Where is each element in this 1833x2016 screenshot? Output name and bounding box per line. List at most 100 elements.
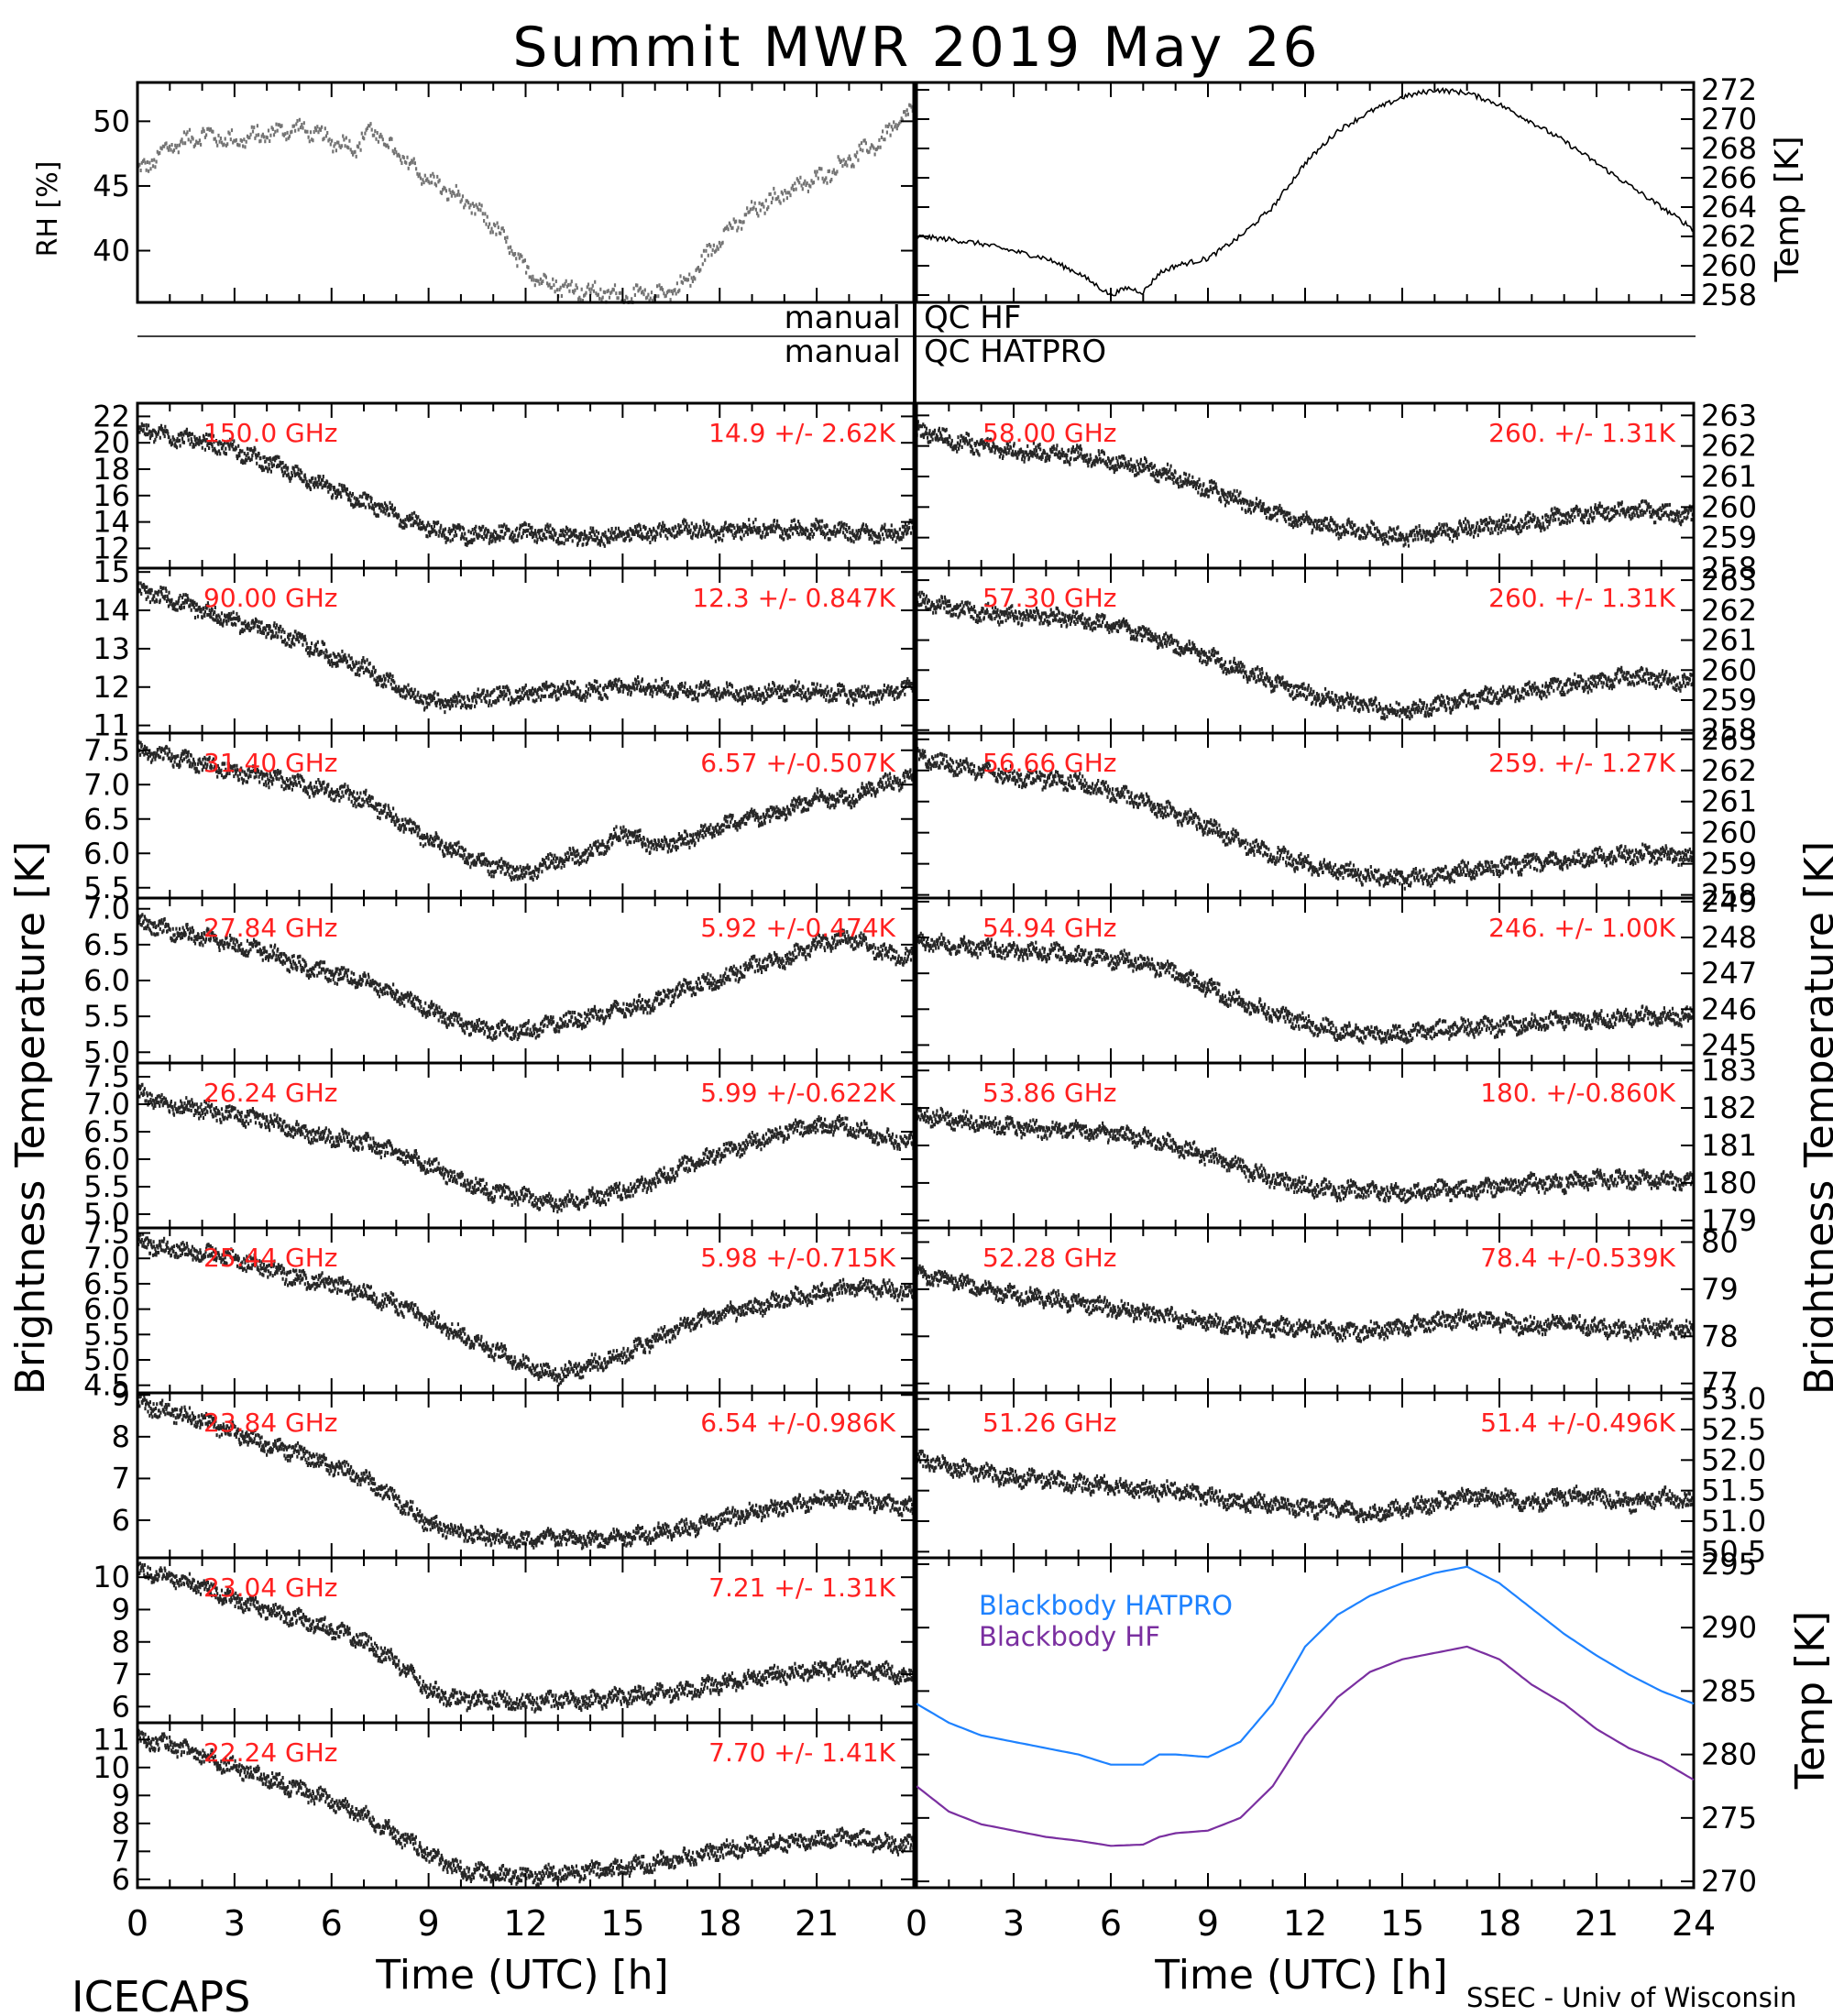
y-tick-label: 7 — [112, 1657, 130, 1692]
series-line-hf — [916, 1645, 1695, 1847]
y-tick-label: 258 — [1701, 878, 1757, 913]
y-tick-label: 262 — [1701, 753, 1757, 788]
y-tick-label: 20 — [93, 425, 130, 460]
y-tick-label: 6.5 — [83, 802, 130, 837]
y-tick-label: 51.5 — [1701, 1474, 1766, 1508]
channel-stat-label: 78.4 +/-0.539K — [1480, 1243, 1675, 1273]
channel-stat-label: 260. +/- 1.31K — [1488, 583, 1675, 613]
y-tick-label: 8 — [112, 1625, 130, 1660]
footer-left: ICECAPS — [71, 1972, 250, 2016]
channel-stat-label: 259. +/- 1.27K — [1488, 748, 1675, 778]
data-points — [136, 740, 916, 882]
y-tick-label: 260 — [1701, 816, 1757, 850]
data-points — [136, 1082, 916, 1214]
channel-stat-label: 14.9 +/- 2.62K — [708, 418, 895, 448]
y-tick-label: 6 — [112, 1689, 130, 1724]
footer-right: SSEC - Univ of Wisconsin — [1466, 1982, 1796, 2013]
channel-stat-label: 5.98 +/-0.715K — [700, 1243, 895, 1273]
qc-hf-label-right: QC HF — [924, 300, 1021, 336]
y-tick-label: 77 — [1701, 1366, 1739, 1401]
channel-frequency-label: 51.26 GHz — [982, 1408, 1117, 1438]
y-tick-label: 261 — [1701, 623, 1757, 658]
y-tick-label: 5.0 — [83, 1035, 130, 1069]
y-tick-label: 262 — [1701, 429, 1757, 464]
y-tick-label: 280 — [1701, 1737, 1757, 1772]
y-tick-label: 258 — [1701, 551, 1757, 586]
channel-stat-label: 7.21 +/- 1.31K — [708, 1572, 895, 1603]
y-tick-label: 51.0 — [1701, 1504, 1766, 1539]
qc-hatpro-label-right: QC HATPRO — [924, 334, 1106, 370]
y-tick-label: 6.0 — [83, 836, 130, 871]
y-tick-label: 6.0 — [83, 1292, 130, 1327]
y-tick-label: 40 — [93, 234, 130, 268]
y-tick-label: 245 — [1701, 1027, 1757, 1062]
y-tick-label: 7.5 — [83, 1216, 130, 1251]
y-tick-label: 11 — [93, 708, 130, 743]
panel-ch51.26: 50.551.051.552.052.553.0 51.26 GHz 51.4 +/… — [915, 1382, 1766, 1569]
y-tick-label: 179 — [1701, 1203, 1757, 1238]
rh-axis-label: RH [%] — [32, 161, 64, 257]
y-tick-label: 264 — [1701, 190, 1757, 225]
x-tick-label-left: 3 — [224, 1903, 246, 1944]
series-line-hatpro — [916, 1565, 1695, 1766]
data-points — [136, 1561, 916, 1714]
y-tick-label: 7 — [112, 1461, 130, 1496]
y-tick-label: 285 — [1701, 1673, 1757, 1708]
y-tick-label: 258 — [1701, 713, 1757, 748]
y-tick-label: 9 — [112, 1778, 130, 1813]
channel-frequency-label: 25.44 GHz — [203, 1243, 338, 1273]
channel-frequency-label: 90.00 GHz — [203, 583, 338, 613]
y-tick-label: 6.0 — [83, 963, 130, 998]
y-tick-label: 7.0 — [83, 767, 130, 802]
data-points — [136, 103, 916, 304]
y-tick-label: 80 — [1701, 1224, 1739, 1259]
channel-frequency-label: 58.00 GHz — [982, 418, 1117, 448]
x-tick-label-right: 0 — [906, 1903, 927, 1944]
y-tick-label: 248 — [1701, 920, 1757, 955]
y-tick-label: 258 — [1701, 278, 1757, 312]
data-points — [915, 1106, 1696, 1204]
panel-ch31.40: 5.56.06.57.07.5 31.40 GHz 6.57 +/-0.507K — [83, 731, 916, 905]
data-points — [915, 1264, 1696, 1343]
channel-frequency-label: 27.84 GHz — [203, 913, 338, 943]
y-tick-label: 260 — [1701, 489, 1757, 524]
x-tick-label-left: 12 — [503, 1903, 547, 1944]
y-tick-label: 14 — [93, 593, 130, 628]
y-tick-label: 9 — [112, 1592, 130, 1627]
y-tick-label: 7 — [112, 1834, 130, 1868]
y-tick-label: 259 — [1701, 683, 1757, 718]
y-tick-label: 4.5 — [83, 1368, 130, 1403]
left-y-axis-label: Brightness Temperature [K] — [7, 841, 54, 1395]
y-tick-label: 13 — [93, 631, 130, 666]
x-axis-label-right: Time (UTC) [h] — [1154, 1952, 1447, 1999]
y-tick-label: 5.5 — [83, 871, 130, 905]
panel-ch52.28: 77 78 79 80 52.28 GHz 78.4 +/-0.539K — [915, 1224, 1739, 1401]
y-tick-label: 8 — [112, 1806, 130, 1841]
data-points — [136, 581, 916, 715]
y-tick-label: 8 — [112, 1419, 130, 1454]
y-tick-label: 6.5 — [83, 1266, 130, 1301]
y-tick-label: 79 — [1701, 1272, 1739, 1307]
panel-ch27.84: 5.05.56.06.57.0 27.84 GHz 5.92 +/-0.474K — [83, 892, 916, 1069]
data-points — [136, 1392, 916, 1550]
y-tick-label: 5.0 — [83, 1197, 130, 1232]
y-tick-label: 246 — [1701, 992, 1757, 1026]
y-tick-label: 14 — [93, 505, 130, 540]
temp-axis-label: Temp [K] — [1769, 136, 1806, 282]
y-tick-label: 183 — [1701, 1053, 1757, 1088]
temp-line — [916, 86, 1695, 297]
data-points — [915, 931, 1696, 1045]
legend-hatpro: Blackbody HATPRO — [979, 1590, 1233, 1621]
channel-frequency-label: 31.40 GHz — [203, 748, 338, 778]
y-tick-label: 5.5 — [83, 1169, 130, 1204]
channel-frequency-label: 22.24 GHz — [203, 1737, 338, 1768]
data-points — [136, 1232, 916, 1386]
x-axis-label-left: Time (UTC) [h] — [375, 1952, 668, 1999]
y-tick-label: 6.0 — [83, 1142, 130, 1177]
panel-rh: 40 45 50 — [93, 81, 916, 304]
y-tick-label: 52.5 — [1701, 1412, 1766, 1447]
